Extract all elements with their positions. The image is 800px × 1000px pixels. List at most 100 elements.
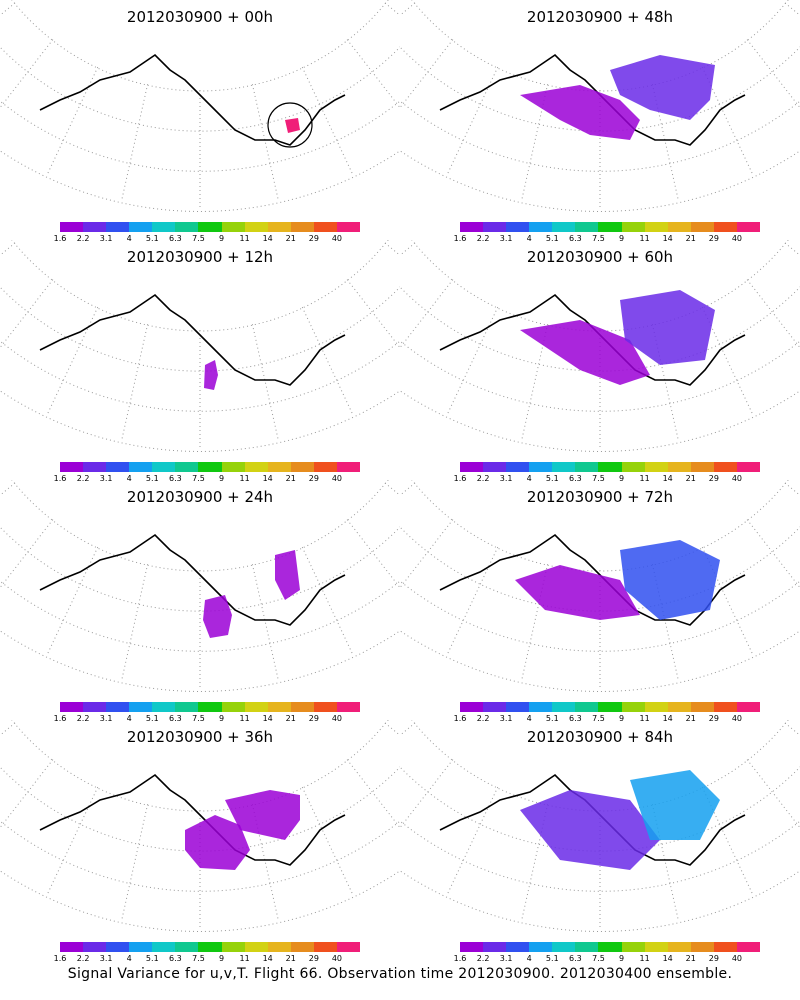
longitude-line: [46, 66, 99, 176]
colorbar-tick-label: 1.6: [453, 954, 467, 963]
colorbar-tick-label: 40: [731, 474, 743, 483]
colorbar-tick-label: 11: [639, 474, 650, 483]
colorbar-swatch: [290, 222, 314, 232]
map-panel: 2012030900 + 72h 1.6 2.2 3.1 4 5.1 6.3 7.5 9 11 14…: [400, 480, 800, 725]
colorbar-tick-label: 14: [662, 474, 673, 483]
colorbar-tick-label: 4: [526, 714, 532, 723]
longitude-line: [301, 546, 354, 656]
colorbar-swatch: [736, 942, 761, 952]
colorbar-tick-label: 2.2: [476, 714, 490, 723]
colorbar-tick-label: 4: [126, 234, 132, 243]
colorbar-tick-label: 9: [218, 474, 225, 483]
longitude-line: [346, 39, 400, 109]
colorbar-swatch: [152, 462, 176, 472]
colorbar-tick-label: 5.1: [145, 474, 159, 483]
longitude-line: [0, 39, 54, 109]
colorbar-tick-label: 4: [526, 954, 532, 963]
colorbar-tick-label: 14: [262, 234, 273, 243]
colorbar-tick-label: 7.5: [192, 474, 205, 483]
longitude-line: [746, 759, 800, 829]
variance-region: [203, 595, 232, 638]
colorbar-tick-label: 11: [239, 474, 250, 483]
polar-map: [400, 480, 800, 692]
longitude-line: [446, 306, 499, 416]
colorbar-swatch: [267, 222, 291, 232]
colorbar-tick-label: 6.3: [569, 474, 582, 483]
colorbar-swatch: [336, 222, 361, 232]
longitude-line: [46, 786, 99, 896]
colorbar-swatch: [644, 222, 668, 232]
colorbar-swatch: [552, 462, 576, 472]
longitude-line: [400, 279, 454, 349]
panel-title: 2012030900 + 48h: [526, 8, 674, 26]
variance-region: [620, 540, 720, 620]
colorbar-swatch: [529, 462, 553, 472]
colorbar-swatch: [644, 702, 668, 712]
colorbar-swatch: [506, 222, 530, 232]
map-panel: 2012030900 + 84h 1.6 2.2 3.1 4 5.1 6.3 7.5 9 11 14…: [400, 720, 800, 965]
colorbar-tick-label: 1.6: [453, 714, 467, 723]
colorbar-tick-label: 14: [662, 234, 673, 243]
colorbar-swatch: [483, 942, 507, 952]
longitude-line: [120, 804, 149, 922]
observation-circle: [267, 102, 313, 148]
map-panel: 2012030900 + 00h 1.6 2.2 3.1 4 5.1 6.3 7.5 9 11 14…: [0, 0, 400, 245]
colorbar-swatch: [483, 222, 507, 232]
variance-region: [520, 790, 660, 870]
colorbar-tick-label: 21: [685, 714, 696, 723]
panel-title: 2012030900 + 60h: [526, 248, 674, 266]
latitude-arc: [0, 390, 400, 452]
colorbar-tick-label: 9: [218, 234, 225, 243]
colorbar-tick-label: 5.1: [145, 234, 159, 243]
colorbar-tick-label: 9: [218, 714, 225, 723]
colorbar-swatch: [713, 702, 737, 712]
colorbar-swatch: [460, 942, 484, 952]
colorbar-swatch: [290, 702, 314, 712]
colorbar-tick-label: 40: [731, 234, 743, 243]
colorbar-swatch: [667, 222, 691, 232]
colorbar-tick-label: 40: [331, 714, 343, 723]
variance-region: [185, 815, 250, 870]
colorbar-tick-label: 5.1: [545, 474, 559, 483]
longitude-line: [251, 84, 280, 202]
variance-region: [630, 770, 720, 840]
latitude-arc: [0, 150, 400, 212]
colorbar: 1.6 2.2 3.1 4 5.1 6.3 7.5 9 11 14 21 29 40: [54, 942, 361, 968]
colorbar: 1.6 2.2 3.1 4 5.1 6.3 7.5 9 11 14 21 29 40: [54, 222, 361, 248]
colorbar-swatch: [83, 702, 107, 712]
colorbar-swatch: [483, 702, 507, 712]
colorbar-tick-label: 3.1: [499, 954, 513, 963]
colorbar-tick-label: 14: [262, 714, 273, 723]
colorbar-swatch: [690, 942, 714, 952]
colorbar-tick-label: 11: [639, 234, 650, 243]
colorbar-swatch: [60, 702, 84, 712]
map-panel: 2012030900 + 24h 1.6 2.2 3.1 4 5.1 6.3 7.5 9 11 14…: [0, 480, 400, 725]
colorbar-swatch: [60, 462, 84, 472]
colorbar-swatch: [244, 942, 268, 952]
colorbar-tick-label: 2.2: [76, 714, 90, 723]
colorbar-tick-label: 11: [239, 954, 250, 963]
colorbar-swatch: [690, 702, 714, 712]
variance-region: [520, 85, 640, 140]
colorbar-tick-label: 2.2: [476, 954, 490, 963]
colorbar-swatch: [690, 222, 714, 232]
colorbar-tick-label: 11: [239, 234, 250, 243]
colorbar-swatch: [152, 702, 176, 712]
panel-title: 2012030900 + 84h: [526, 728, 674, 746]
colorbar-swatch: [198, 942, 222, 952]
colorbar-swatch: [313, 222, 337, 232]
longitude-line: [301, 306, 354, 416]
colorbar-tick-label: 29: [708, 474, 719, 483]
longitude-line: [120, 324, 149, 442]
colorbar-swatch: [106, 462, 130, 472]
coastline: [39, 53, 346, 146]
colorbar-swatch: [198, 462, 222, 472]
colorbar: 1.6 2.2 3.1 4 5.1 6.3 7.5 9 11 14 21 29 40: [454, 222, 761, 248]
colorbar-tick-label: 2.2: [476, 234, 490, 243]
colorbar-swatch: [290, 462, 314, 472]
colorbar-swatch: [106, 942, 130, 952]
longitude-line: [400, 759, 454, 829]
colorbar-swatch: [106, 222, 130, 232]
colorbar-tick-label: 9: [618, 234, 625, 243]
panel-title: 2012030900 + 24h: [126, 488, 274, 506]
